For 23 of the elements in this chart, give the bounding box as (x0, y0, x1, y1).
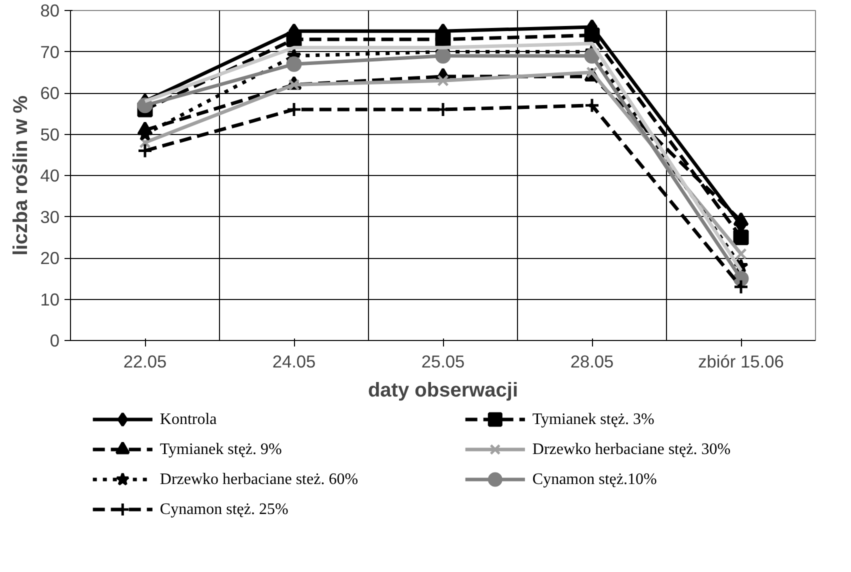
x-tick-label: 28.05 (570, 352, 614, 372)
legend-label: Kontrola (160, 411, 217, 428)
x-tick-label: 25.05 (421, 352, 465, 372)
x-tick-label: zbiór 15.06 (698, 352, 784, 372)
legend-label: Drzewko herbaciane steż. 60% (160, 471, 358, 488)
x-tick-label: 22.05 (123, 352, 167, 372)
legend-label: Cynamon stęż. 25% (160, 501, 288, 518)
y-tick-label: 40 (40, 166, 60, 186)
y-tick-label: 30 (40, 206, 60, 227)
y-tick-label: 80 (40, 0, 60, 20)
y-tick-label: 70 (40, 42, 60, 62)
legend-label: Tymianek stęż. 3% (532, 411, 654, 428)
y-tick-label: 10 (40, 289, 60, 310)
x-tick-label: 24.05 (272, 352, 316, 372)
y-tick-label: 60 (40, 83, 60, 103)
y-tick-label: 0 (50, 330, 60, 350)
y-axis-title: liczba roślin w % (10, 95, 32, 256)
y-tick-label: 50 (40, 124, 60, 144)
legend-label: Drzewko herbaciane stęż. 30% (532, 441, 731, 458)
y-tick-label: 20 (40, 248, 60, 268)
legend-label: Cynamon stęż.10% (532, 471, 657, 488)
x-axis-title: daty obserwacji (368, 380, 518, 402)
legend-label: Tymianek stęż. 9% (160, 441, 282, 458)
